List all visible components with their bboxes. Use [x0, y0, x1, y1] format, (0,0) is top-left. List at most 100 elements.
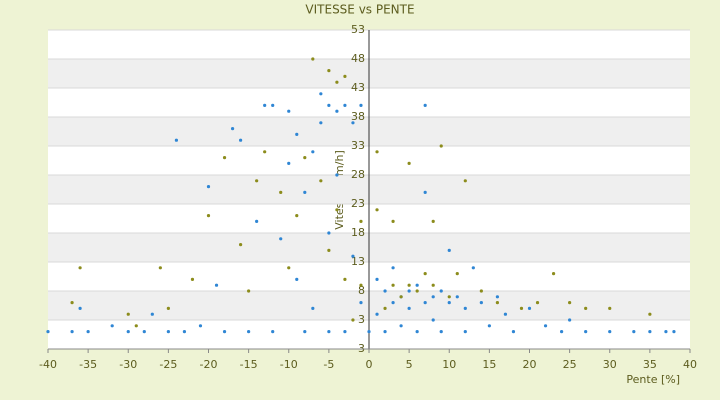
point [86, 330, 90, 334]
point [78, 306, 82, 310]
point [142, 330, 146, 334]
point [110, 324, 114, 328]
point [455, 272, 459, 276]
point [359, 219, 363, 223]
point [375, 150, 379, 154]
y-tick-label: 43 [351, 81, 365, 94]
point [166, 330, 170, 334]
point [495, 301, 499, 305]
point [351, 121, 355, 125]
point [166, 306, 170, 310]
point [295, 132, 299, 136]
x-tick-label: 15 [482, 358, 496, 371]
point [584, 306, 588, 310]
point [214, 283, 219, 287]
x-tick-label: 20 [523, 358, 537, 371]
x-tick-label: -30 [119, 358, 137, 371]
point [359, 283, 363, 287]
x-tick-label: 10 [442, 358, 456, 371]
point [447, 295, 451, 299]
point [367, 330, 371, 334]
point [295, 214, 299, 218]
point [303, 330, 307, 334]
point [543, 324, 548, 328]
point [391, 283, 395, 287]
point [271, 103, 275, 107]
point [319, 121, 323, 125]
point [479, 289, 483, 293]
point [407, 289, 411, 293]
point [263, 103, 267, 107]
point [495, 295, 499, 299]
point [327, 231, 331, 235]
x-tick-label: 30 [603, 358, 617, 371]
point [311, 150, 315, 154]
point [343, 277, 347, 281]
point [568, 301, 572, 305]
point [271, 330, 275, 334]
point [391, 301, 395, 305]
y-tick-label: 53 [351, 23, 365, 36]
point [287, 109, 291, 113]
x-tick-label: 25 [563, 358, 577, 371]
point [239, 138, 243, 142]
point [327, 330, 331, 334]
point [479, 301, 483, 305]
point [222, 156, 227, 160]
x-axis-title: Pente [%] [626, 373, 680, 386]
y-tick-label: 8 [358, 284, 365, 297]
point [423, 190, 427, 194]
x-tick-label: 5 [406, 358, 413, 371]
point [672, 330, 676, 334]
point [648, 330, 652, 334]
point [263, 150, 267, 154]
point [351, 318, 355, 322]
point [399, 324, 403, 328]
point [343, 74, 347, 78]
point [335, 109, 339, 113]
point [431, 283, 435, 287]
point [222, 330, 227, 334]
point [407, 161, 411, 165]
point [182, 330, 187, 334]
point [279, 190, 283, 194]
chart-title: VITESSE vs PENTE [305, 3, 414, 17]
point [423, 272, 427, 276]
x-tick-label: 35 [643, 358, 657, 371]
y-tick-label: 38 [351, 110, 365, 123]
point [335, 80, 339, 84]
point [511, 330, 516, 334]
point [535, 301, 540, 305]
x-tick-label: -35 [79, 358, 97, 371]
y-tick-label: 3 [358, 313, 365, 326]
point [287, 266, 291, 270]
point [391, 266, 395, 270]
point [150, 312, 154, 316]
x-tick-label: -20 [200, 358, 218, 371]
point [375, 208, 379, 212]
point [351, 254, 355, 258]
point [327, 103, 331, 107]
point [447, 301, 451, 305]
point [134, 324, 138, 328]
point [335, 208, 339, 212]
x-tick-label: -25 [159, 358, 177, 371]
point [327, 69, 331, 73]
y-tick-label: 13 [351, 255, 365, 268]
point [527, 306, 532, 310]
point [279, 237, 283, 241]
point [198, 324, 203, 328]
point [247, 330, 251, 334]
point [439, 289, 443, 293]
point [319, 179, 323, 183]
point [46, 330, 50, 334]
point [608, 330, 612, 334]
point [463, 330, 467, 334]
point [439, 144, 443, 148]
y-tick-label: 18 [351, 226, 365, 239]
point [383, 330, 387, 334]
point [487, 324, 491, 328]
point [206, 214, 211, 218]
y-tick-label: 23 [351, 197, 365, 210]
